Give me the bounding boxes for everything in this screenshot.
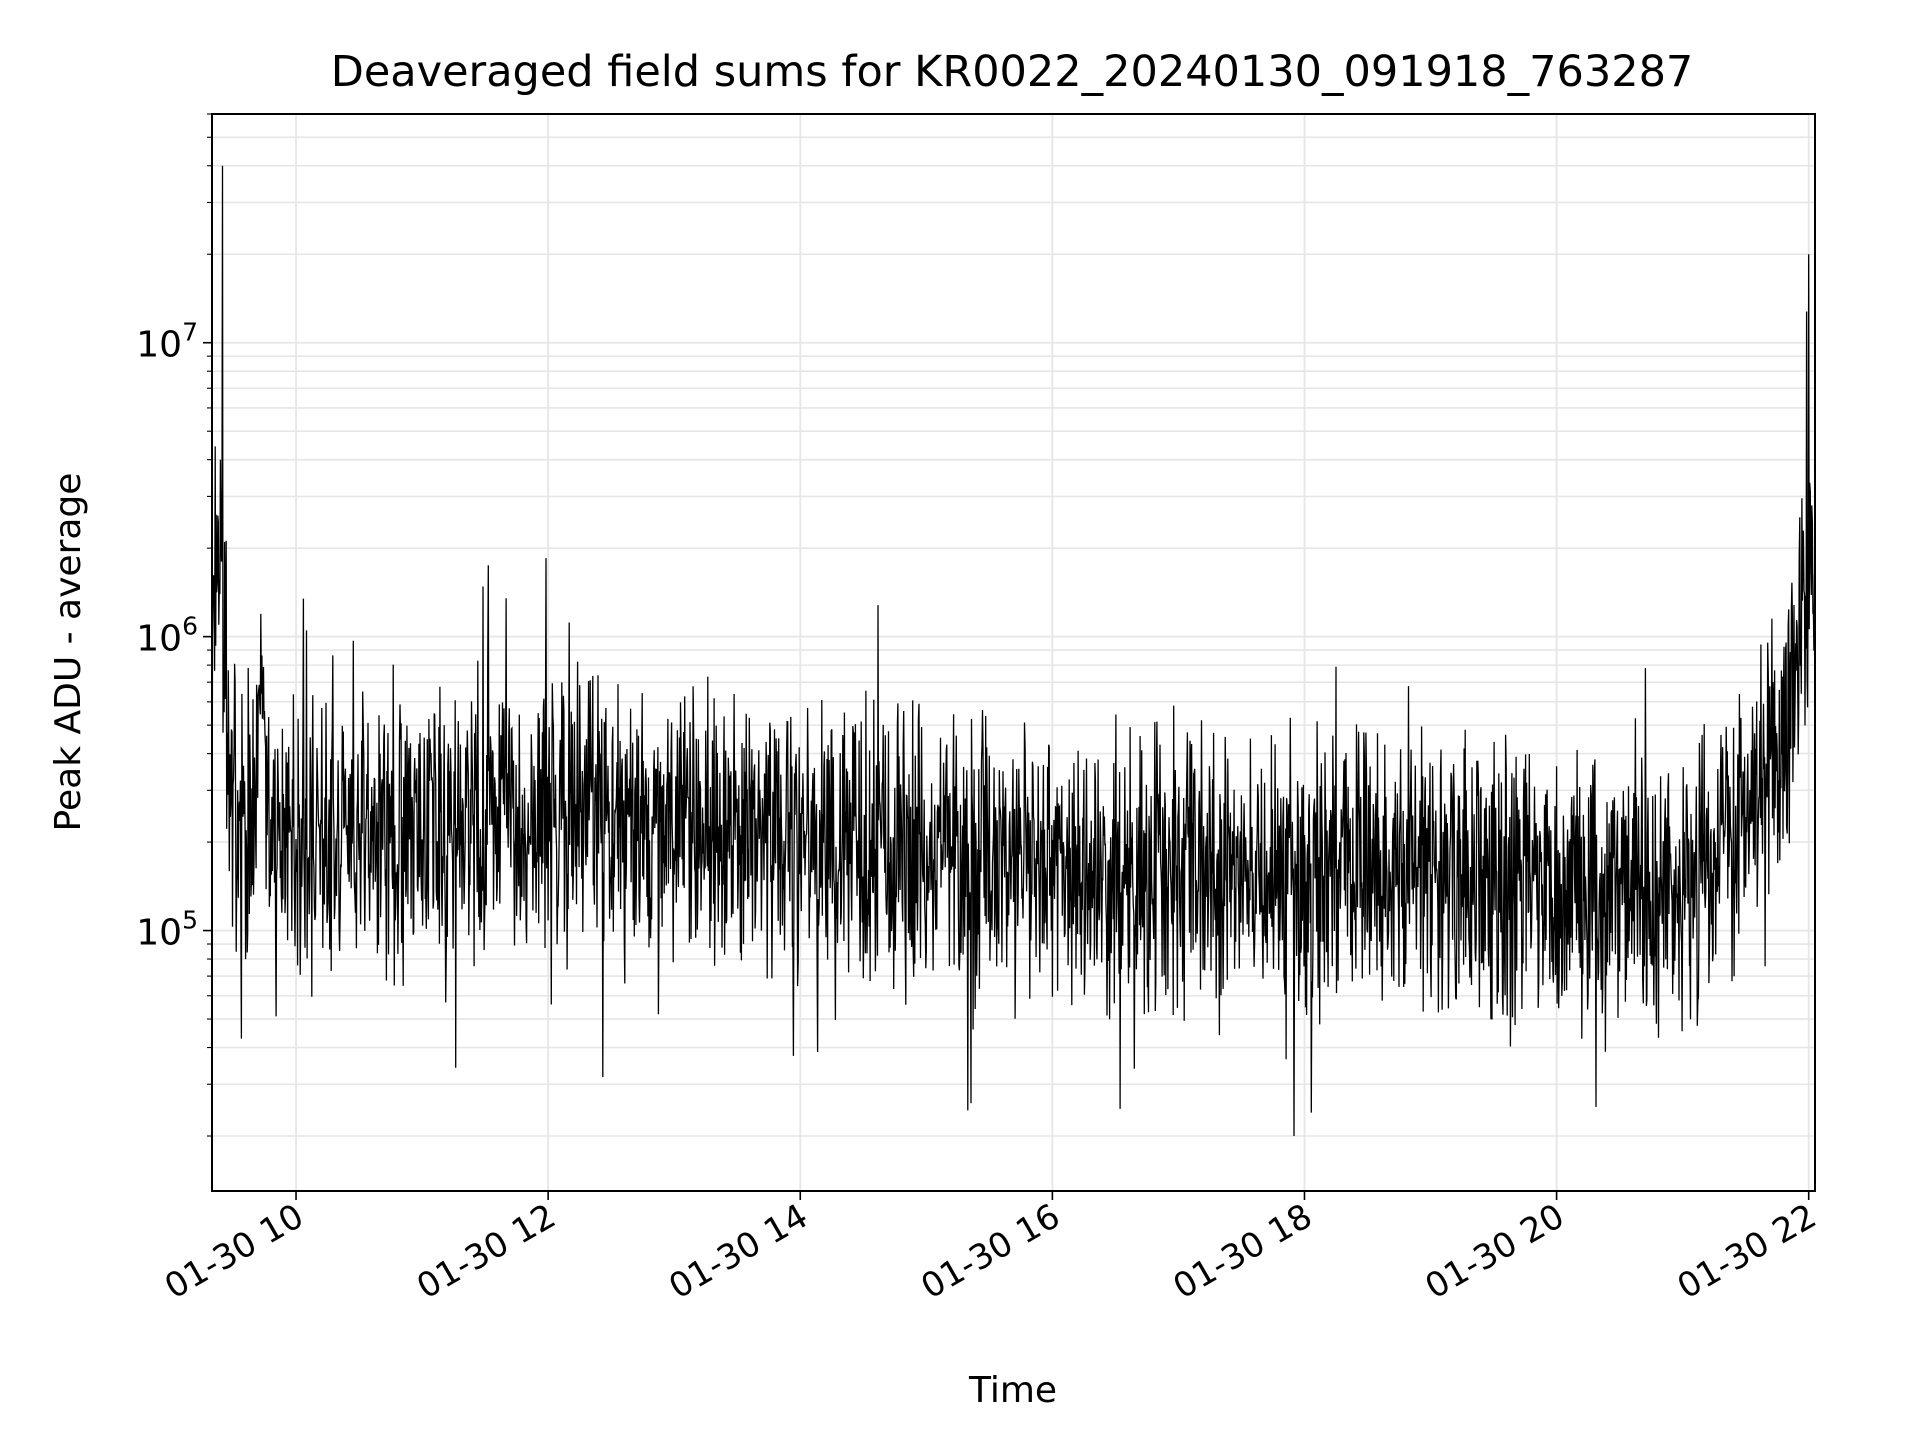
y-axis-label: Peak ADU - average <box>48 473 89 832</box>
x-axis-label: Time <box>968 1370 1057 1411</box>
y-tick-label: 107 <box>136 318 198 366</box>
y-axis: 105 106 107 <box>136 113 212 1137</box>
y-tick-label: 105 <box>136 906 198 954</box>
data-series <box>211 165 1816 1137</box>
y-tick-label: 106 <box>136 612 198 660</box>
chart-title: Deaveraged field sums for KR0022_2024013… <box>331 47 1694 97</box>
axes-frame <box>211 113 1816 1192</box>
series-line <box>211 165 1816 1137</box>
